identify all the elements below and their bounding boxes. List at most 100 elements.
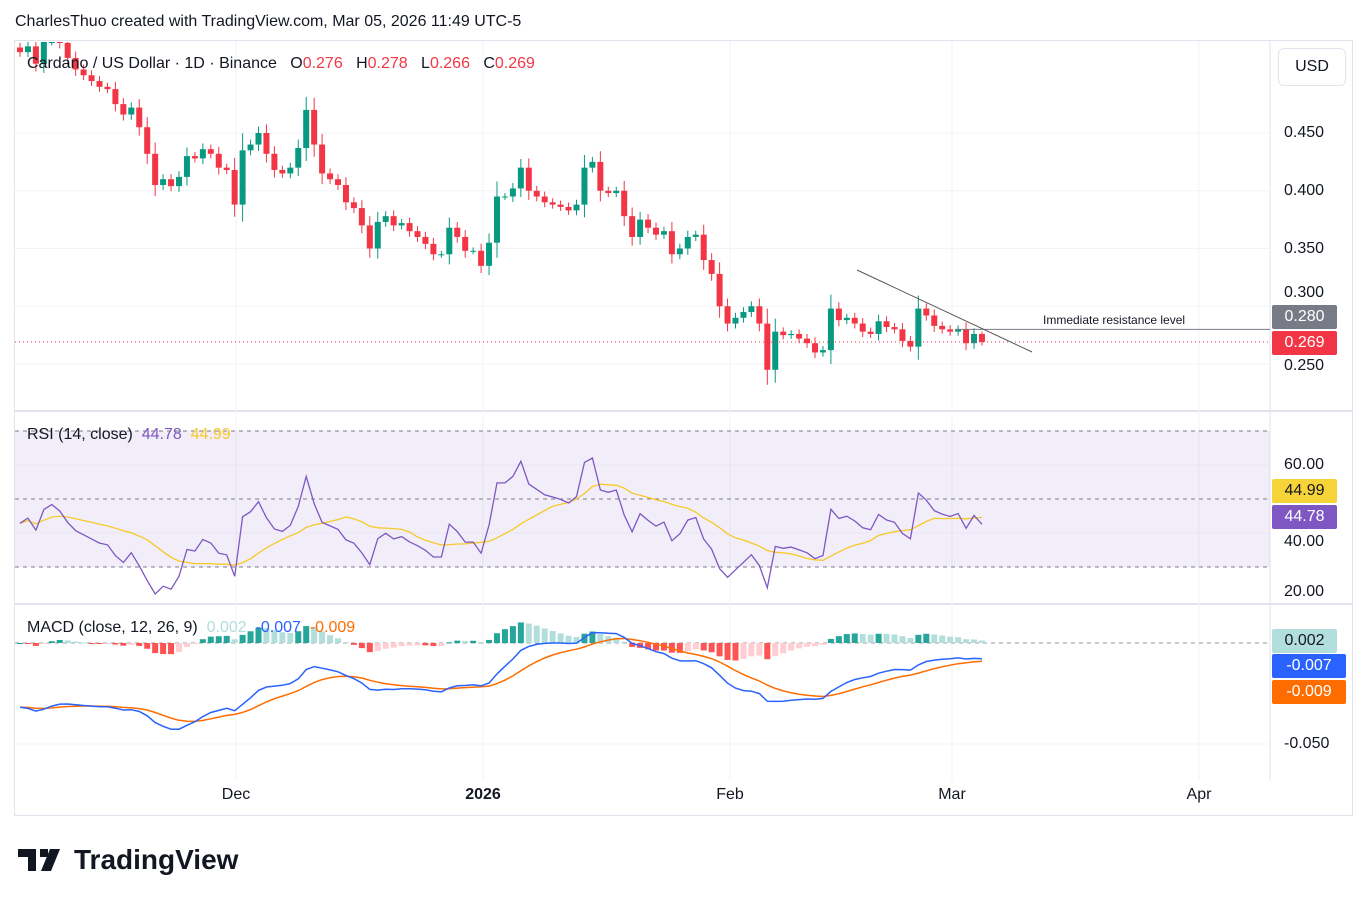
candle-up [494,196,500,243]
macd-histogram-bar [438,643,445,646]
rsi-legend: RSI (14, close) 44.78 44.99 [27,426,231,444]
macd-histogram-bar [48,641,55,643]
candle-down [350,202,357,209]
open-label: O [290,55,303,72]
candle-down [390,216,397,226]
symbol-name[interactable]: Cardano / US Dollar · 1D · Binance [27,55,277,72]
macd-histogram-bar [494,633,500,643]
candle-up [971,333,977,344]
macd-histogram-bar [756,643,763,656]
candle-up [287,167,294,174]
candle-up [692,234,699,237]
candle-down [72,57,79,70]
macd-histogram-bar [287,632,294,643]
macd-histogram-bar [96,643,103,644]
macd-histogram-bar [716,643,723,657]
candle-up [446,227,453,255]
candle-up [517,167,524,189]
candle-down [327,173,334,180]
macd-histogram-bar [303,626,310,643]
macd-hist-value: 0.002 [206,619,247,636]
macd-histogram-bar [931,634,938,643]
candle-down [645,219,652,228]
macd-histogram-bar [271,630,278,643]
candle-down [152,153,159,185]
candle-up [183,156,190,177]
macd-histogram-bar [724,643,731,660]
candle-down [56,42,63,43]
macd-histogram-bar [589,631,596,643]
candle-down [621,190,628,217]
resistance-annotation[interactable]: Immediate resistance level [1043,313,1186,327]
macd-histogram-bar [128,643,135,645]
macd-signal-tag: -0.009 [1272,680,1346,704]
resistance-price-tag: 0.280 [1272,305,1337,329]
candle-up [398,223,405,226]
macd-histogram-bar [231,639,238,643]
logo-text: TradingView [74,844,239,875]
macd-histogram-bar [311,627,318,643]
rsi-ma-value: 44.99 [190,426,231,443]
macd-histogram-bar [56,639,63,643]
macd-histogram-bar [621,641,628,643]
macd-line [19,631,983,730]
macd-histogram-bar [899,636,906,643]
candle-down [978,333,985,343]
candle-down [565,206,572,211]
candle-down [835,308,842,321]
candle-down [414,231,421,237]
price-tick: 0.350 [1284,240,1325,257]
close-value: 0.269 [494,55,535,72]
macd-histogram-bar [350,643,357,645]
candle-up [613,190,620,194]
macd-histogram-bar [406,643,413,646]
macd-histogram-bar [422,643,429,646]
macd-histogram-bar [891,634,898,643]
macd-histogram-bar [613,637,620,643]
candle-down [796,333,803,339]
macd-histogram-bar [462,640,469,643]
candle-down [279,169,286,174]
currency-button[interactable]: USD [1278,48,1346,86]
candle-down [867,331,874,334]
candle-down [780,331,787,336]
macd-histogram-bar [319,631,326,643]
candle-down [17,47,23,53]
macd-histogram-bar [24,643,31,645]
macd-histogram-bar [676,643,683,653]
candle-down [80,69,87,76]
macd-histogram-bar [144,643,151,649]
rsi-tag: 44.78 [1272,505,1337,529]
macd-histogram-bar [692,643,699,650]
macd-histogram-bar [804,643,811,647]
candle-down [319,144,326,174]
candle-down [311,109,318,145]
macd-histogram-bar [732,643,739,661]
macd-histogram-bar [851,633,858,643]
candle-down [112,89,119,105]
candle-down [812,343,818,353]
candle-down [263,133,270,154]
candle-down [64,42,71,58]
macd-histogram-bar [772,643,779,657]
candle-down [947,329,954,332]
candle-up [255,133,262,145]
candle-down [541,196,548,203]
macd-histogram-bar [923,633,930,643]
macd-histogram-bar [191,643,198,644]
tradingview-logo[interactable]: TradingView [18,844,238,876]
candle-down [207,149,214,154]
candle-down [859,323,866,332]
candle-up [589,161,596,168]
candle-down [629,216,636,237]
symbol-legend: Cardano / US Dollar · 1D · Binance O0.27… [27,55,535,73]
candle-up [382,216,389,222]
candle-down [525,167,532,191]
candle-up [160,179,167,185]
candle-up [247,144,254,151]
macd-histogram-bar [295,631,302,643]
candle-down [605,190,612,194]
macd-histogram-bar [541,628,548,643]
